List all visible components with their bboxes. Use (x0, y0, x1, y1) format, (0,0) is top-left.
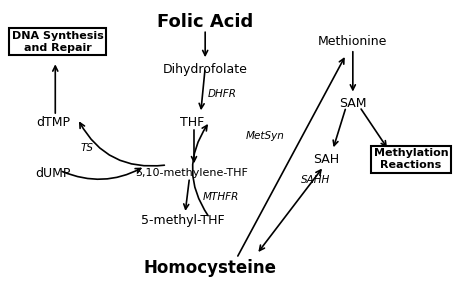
Text: SAHH: SAHH (301, 175, 331, 185)
Text: Homocysteine: Homocysteine (143, 259, 276, 277)
Text: Methionine: Methionine (318, 35, 388, 48)
Text: DHFR: DHFR (207, 89, 237, 99)
Text: MTHFR: MTHFR (203, 192, 239, 202)
Text: SAH: SAH (313, 153, 339, 166)
Text: 5-methyl-THF: 5-methyl-THF (141, 214, 225, 227)
Text: DNA Synthesis
and Repair: DNA Synthesis and Repair (12, 31, 103, 53)
Text: TS: TS (80, 143, 93, 153)
Text: 5,10-methylene-THF: 5,10-methylene-THF (135, 168, 248, 178)
Text: THF: THF (180, 117, 204, 129)
Text: MetSyn: MetSyn (246, 131, 285, 141)
Text: Methylation
Reactions: Methylation Reactions (374, 148, 448, 170)
Text: Folic Acid: Folic Acid (157, 13, 253, 31)
Text: dTMP: dTMP (36, 117, 70, 129)
Text: dUMP: dUMP (35, 167, 71, 180)
Text: SAM: SAM (339, 97, 367, 110)
Text: Dihydrofolate: Dihydrofolate (163, 63, 248, 76)
